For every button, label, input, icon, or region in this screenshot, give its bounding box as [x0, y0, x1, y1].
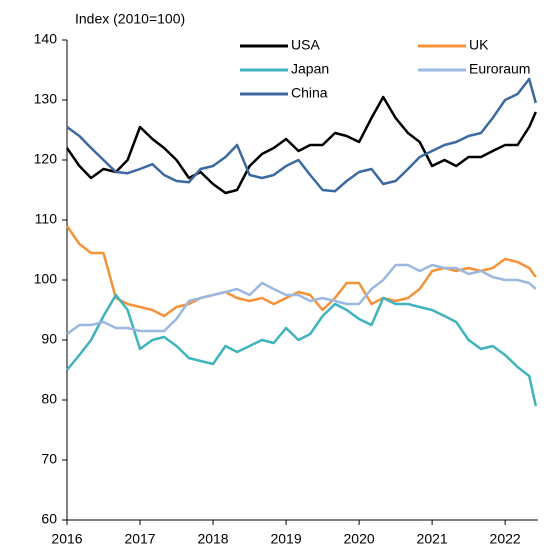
- series-line: [66, 293, 538, 407]
- y-tick-label: 100: [34, 271, 58, 287]
- x-tick-label: 2020: [344, 531, 375, 547]
- y-tick-label: 60: [41, 511, 57, 527]
- x-tick-label: 2016: [51, 531, 82, 547]
- y-tick-label: 80: [41, 391, 57, 407]
- x-tick-label: 2022: [490, 531, 521, 547]
- x-tick-label: 2018: [197, 531, 228, 547]
- series-line: [66, 77, 538, 193]
- x-tick-label: 2019: [270, 531, 301, 547]
- legend-label: China: [291, 85, 328, 101]
- series-line: [65, 225, 537, 318]
- y-tick-label: 140: [34, 31, 58, 47]
- legend-label: Euroraum: [469, 61, 530, 77]
- y-axis-label: Index (2010=100): [75, 11, 185, 27]
- x-tick-label: 2021: [417, 531, 448, 547]
- y-tick-label: 130: [34, 91, 58, 107]
- legend-label: Japan: [291, 61, 329, 77]
- x-tick-label: 2017: [124, 531, 155, 547]
- y-tick-label: 90: [41, 331, 57, 347]
- y-tick-label: 70: [41, 451, 57, 467]
- legend-label: UK: [469, 37, 489, 53]
- legend-label: USA: [291, 37, 320, 53]
- y-tick-label: 120: [34, 151, 58, 167]
- series-line: [66, 263, 537, 336]
- y-tick-label: 110: [35, 211, 58, 227]
- series-line: [65, 95, 537, 195]
